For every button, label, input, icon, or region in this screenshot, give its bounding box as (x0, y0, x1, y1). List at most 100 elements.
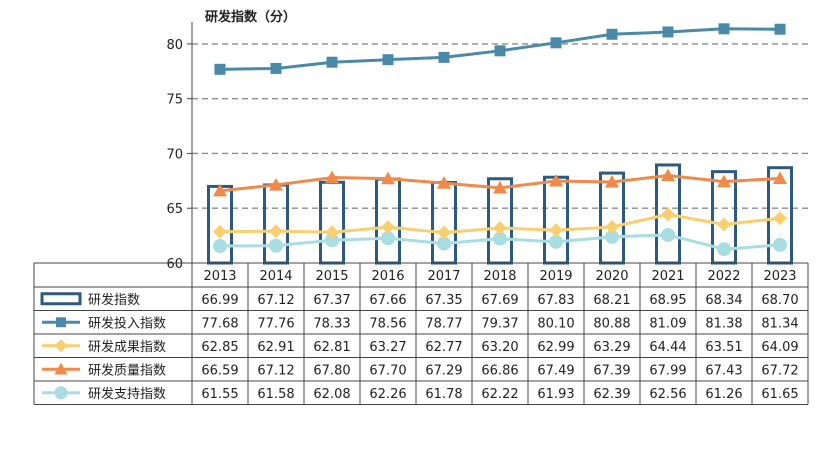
point-3-2014 (269, 178, 283, 191)
table-cell: 61.78 (425, 387, 462, 402)
y-tick-label: 65 (166, 202, 183, 217)
point-1-2016 (382, 54, 394, 66)
point-4-2016 (381, 231, 395, 246)
legend-label: 研发投入指数 (88, 315, 166, 331)
point-3-2023 (773, 171, 787, 185)
table-cell: 62.99 (537, 340, 574, 355)
point-2-2021 (661, 207, 675, 222)
x-category-label: 2020 (595, 269, 628, 284)
table-cell: 77.68 (201, 316, 238, 331)
point-2-2016 (381, 220, 395, 235)
point-1-2022 (718, 23, 730, 35)
point-4-2022 (717, 242, 731, 257)
point-2-2022 (717, 217, 731, 232)
point-1-2014 (270, 62, 282, 74)
table-cell: 67.72 (761, 363, 798, 378)
point-3-2015 (325, 170, 339, 184)
point-2-2020 (605, 219, 619, 234)
point-3-2022 (717, 174, 731, 188)
table-cell: 62.08 (313, 387, 350, 402)
chart-title: 研发指数（分） (205, 9, 296, 25)
point-2-2019 (549, 223, 563, 238)
point-1-2017 (438, 51, 450, 63)
y-tick-label: 60 (166, 257, 183, 272)
point-1-2015 (326, 56, 338, 68)
table-cell: 67.69 (481, 293, 518, 308)
x-category-label: 2017 (427, 269, 460, 284)
x-category-label: 2013 (203, 269, 236, 284)
table-cell: 80.88 (593, 316, 630, 331)
table-cell: 61.26 (705, 387, 742, 402)
point-3-2021 (661, 168, 675, 182)
table-cell: 68.70 (761, 293, 798, 308)
table-cell: 67.66 (369, 293, 406, 308)
table-cell: 62.81 (313, 340, 350, 355)
legend-marker (56, 317, 66, 328)
table-cell: 67.12 (257, 293, 294, 308)
point-3-2020 (605, 175, 619, 188)
point-4-2015 (325, 233, 339, 248)
table-cell: 67.12 (257, 363, 294, 378)
x-category-label: 2015 (315, 269, 348, 284)
table-cell: 62.56 (649, 387, 686, 402)
legend-marker (54, 386, 68, 400)
point-1-2013 (214, 63, 226, 75)
point-1-2019 (550, 37, 562, 49)
point-2-2015 (325, 225, 339, 240)
table-cell: 79.37 (481, 316, 518, 331)
table-cell: 62.85 (201, 340, 238, 355)
legend-marker (54, 362, 68, 375)
table-cell: 81.38 (705, 316, 742, 331)
point-1-2021 (662, 26, 674, 38)
point-4-2014 (269, 238, 283, 253)
point-3-2013 (213, 183, 227, 197)
point-2-2013 (213, 224, 227, 239)
point-3-2016 (381, 171, 395, 185)
point-4-2018 (493, 231, 507, 246)
point-2-2014 (269, 224, 283, 239)
table-cell: 67.35 (425, 293, 462, 308)
table-cell: 68.95 (649, 293, 686, 308)
table-cell: 67.43 (705, 363, 742, 378)
point-2-2018 (493, 220, 507, 235)
table-cell: 81.34 (761, 316, 798, 331)
table-cell: 64.44 (649, 340, 686, 355)
table-cell: 62.91 (257, 340, 294, 355)
x-category-label: 2021 (651, 269, 684, 284)
y-tick-label: 75 (166, 93, 183, 108)
table-cell: 61.93 (537, 387, 574, 402)
point-1-2020 (606, 28, 618, 40)
table-cell: 62.77 (425, 340, 462, 355)
y-tick-label: 80 (166, 38, 183, 53)
point-1-2023 (774, 23, 786, 35)
table-cell: 61.55 (201, 387, 238, 402)
table-cell: 62.22 (481, 387, 518, 402)
legend-label: 研发指数 (88, 292, 140, 308)
x-category-label: 2016 (371, 269, 404, 284)
table-cell: 62.39 (593, 387, 630, 402)
point-4-2023 (773, 237, 787, 252)
point-4-2020 (605, 229, 619, 244)
point-4-2017 (437, 236, 451, 251)
point-4-2019 (549, 234, 563, 249)
table-cell: 80.10 (537, 316, 574, 331)
point-4-2021 (661, 227, 675, 242)
legend-marker (54, 339, 68, 353)
table-cell: 67.70 (369, 363, 406, 378)
table-cell: 63.29 (593, 340, 630, 355)
x-category-label: 2018 (483, 269, 516, 284)
bar-2019 (543, 175, 569, 265)
table-cell: 63.51 (705, 340, 742, 355)
legend-label: 研发质量指数 (88, 362, 166, 378)
table-cell: 81.09 (649, 316, 686, 331)
table-cell: 67.80 (313, 363, 350, 378)
point-3-2018 (493, 180, 507, 194)
table-cell: 67.39 (593, 363, 630, 378)
table-cell: 68.34 (705, 293, 742, 308)
table-cell: 67.83 (537, 293, 574, 308)
table-cell: 64.09 (761, 340, 798, 355)
table-cell: 66.59 (201, 363, 238, 378)
table-cell: 63.20 (481, 340, 518, 355)
